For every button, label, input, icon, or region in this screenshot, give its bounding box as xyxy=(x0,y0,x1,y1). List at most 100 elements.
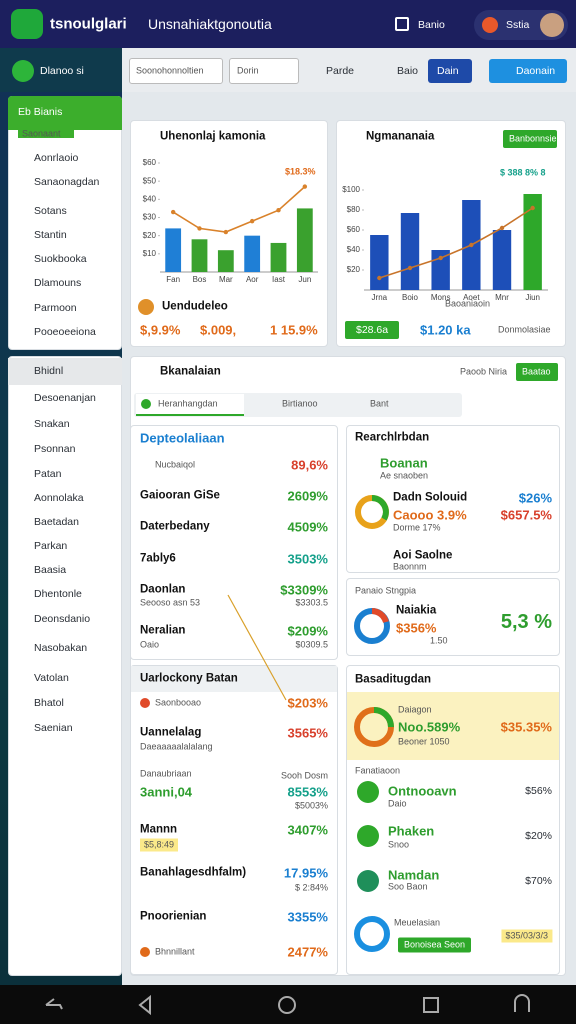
nav-item: Baetadan xyxy=(34,515,79,528)
x-tick-label: Aor xyxy=(246,275,259,284)
button[interactable] xyxy=(503,130,557,148)
chart-title: Uhenonlaj kamonia xyxy=(160,130,266,143)
nav-bar xyxy=(0,985,576,1024)
brand-logo xyxy=(12,60,34,82)
grid-icon[interactable] xyxy=(395,17,409,31)
list-text: Namdan xyxy=(388,867,440,883)
list-text: Snoo xyxy=(388,839,410,850)
list-text: Bonoisea Seon xyxy=(398,937,472,953)
list-text: 2477% xyxy=(287,944,328,960)
line-point xyxy=(249,218,255,224)
sidebar-section[interactable] xyxy=(8,358,122,385)
list-text: $209% xyxy=(287,623,328,639)
list-text: $0309.5 xyxy=(295,639,328,650)
list-text: Ae snaoben xyxy=(380,470,429,481)
bar xyxy=(244,235,261,272)
list-text: Beoner 1050 xyxy=(398,736,450,747)
line-point xyxy=(407,265,413,271)
list-text: $3303.5 xyxy=(295,597,328,608)
nav-item: Snakan xyxy=(34,417,70,430)
line-point xyxy=(377,275,382,281)
list-text: 4509% xyxy=(287,519,328,535)
list-text: Uannelalag xyxy=(140,726,202,739)
nav-item: Bhatol xyxy=(34,696,64,709)
brand: Dlanoo si xyxy=(40,64,84,77)
chart-title: Ngmananaia xyxy=(366,130,435,143)
list-text: Noo.589% xyxy=(398,719,461,735)
y-tick-label: $30 xyxy=(143,213,157,222)
avatar[interactable] xyxy=(540,13,564,37)
tab-active[interactable] xyxy=(136,394,244,416)
bar xyxy=(296,208,313,272)
line-point xyxy=(530,205,535,211)
nav-item: Dlamouns xyxy=(34,276,82,289)
list-text: Nucbaiqol xyxy=(155,459,196,470)
search: Dorin xyxy=(237,65,259,76)
y-tick-label: $80 xyxy=(347,205,361,214)
list-text: $356% xyxy=(396,620,437,636)
list-text: Saonbooao xyxy=(155,697,202,708)
list-text: 3503% xyxy=(287,551,328,567)
nav-item: Patan xyxy=(34,467,62,480)
list-text: Mannn xyxy=(140,823,178,836)
donut xyxy=(354,495,394,952)
bar xyxy=(492,230,512,290)
button[interactable] xyxy=(516,363,558,381)
chart-card xyxy=(130,120,328,347)
list-text: Dadn Solouid xyxy=(393,491,468,504)
nav-item: Parkan xyxy=(34,539,68,552)
nav-item: Nasobakan xyxy=(34,641,88,654)
button-label: Banbonnsie xyxy=(509,133,557,144)
list-text: 7ably6 xyxy=(140,552,176,565)
x-tick-label: Mar xyxy=(219,275,233,284)
filter-input[interactable] xyxy=(129,58,223,84)
nav-item: Saenian xyxy=(34,721,73,734)
panel-title: Bkanalaian xyxy=(160,365,221,378)
nav-item: Vatolan xyxy=(34,671,69,684)
nav-item: Aonnolaka xyxy=(34,491,84,504)
list-text: $35.35% xyxy=(500,719,552,735)
card-footer: Uendudeleo xyxy=(162,300,228,313)
list-text: Daterbedany xyxy=(140,520,210,533)
user-icon xyxy=(482,17,498,33)
button[interactable] xyxy=(489,59,567,83)
list-text: Gaiooran GiSe xyxy=(140,489,220,502)
sidebar-header xyxy=(8,96,122,130)
line-point xyxy=(170,209,176,215)
x-tick-label: Boio xyxy=(402,293,419,302)
icons xyxy=(138,299,379,957)
list-text: 3anni,04 xyxy=(140,784,193,800)
list-text: Daio xyxy=(388,798,407,809)
nav-item: Aonrlaoio xyxy=(34,151,79,164)
menu: Banio xyxy=(418,18,445,31)
line xyxy=(172,186,306,233)
nav-item: Suokbooka xyxy=(34,252,87,265)
button[interactable] xyxy=(345,321,399,339)
axis-title: Baoaniaoin xyxy=(445,298,491,309)
list-text: Soo Baon xyxy=(388,881,428,892)
list-text: 5,3 % xyxy=(500,611,552,633)
y-tick-label: $20 xyxy=(143,231,157,240)
list-text: Rearchlrbdan xyxy=(355,431,430,444)
list-text: Baonnm xyxy=(393,561,427,572)
nav-item: Desoenanjan xyxy=(34,391,96,404)
list-text: $20% xyxy=(525,829,552,842)
x-tick-label: Mons xyxy=(431,293,451,302)
x-tick-label: Bos xyxy=(193,275,207,284)
y-tick-label: $50 xyxy=(143,176,157,185)
annotation: $18.3% xyxy=(285,166,316,177)
y-tick-label: $60 xyxy=(347,225,361,234)
list-text: 17.95% xyxy=(283,865,328,881)
list-text: $3309% xyxy=(280,582,328,598)
button[interactable] xyxy=(428,59,472,83)
y-tick-label: $40 xyxy=(143,194,157,203)
search-input[interactable] xyxy=(229,58,299,84)
list-text: $ 2:84% xyxy=(294,882,328,893)
y-tick-label: $10 xyxy=(143,249,157,258)
sidebar-card xyxy=(8,96,122,350)
bar xyxy=(217,250,234,272)
list-text: Seooso asn 53 xyxy=(140,597,201,608)
list-text: Depteolaliaan xyxy=(140,430,225,446)
list-text: Panaio Stngpia xyxy=(355,585,417,596)
